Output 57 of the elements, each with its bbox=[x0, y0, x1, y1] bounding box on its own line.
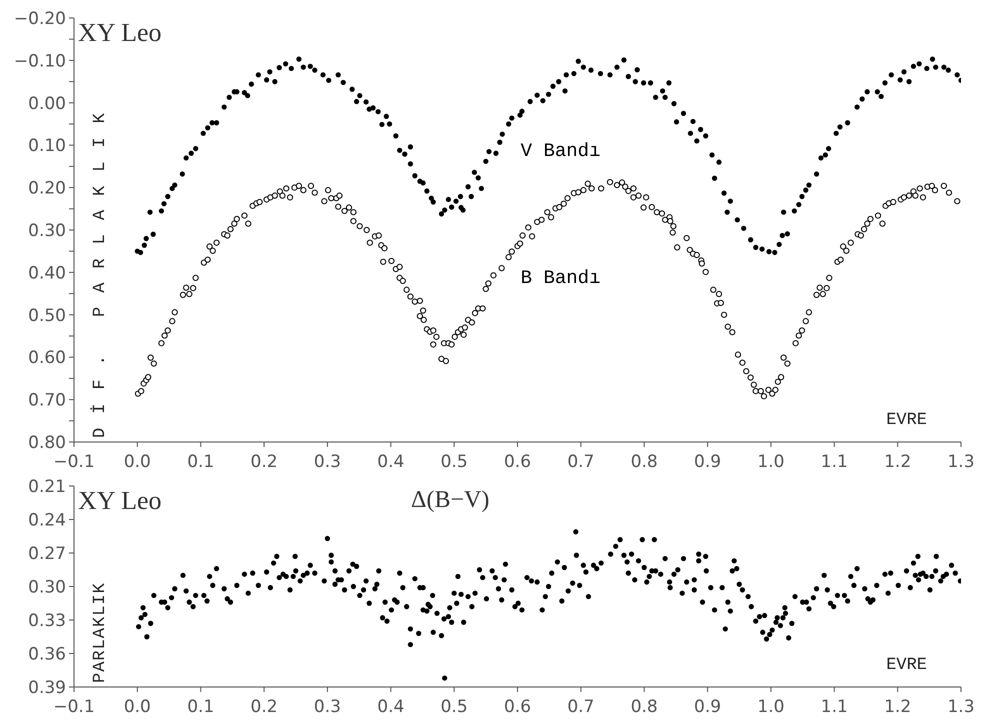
x-tick-label: 0.1 bbox=[187, 697, 214, 718]
x-tick-label: 0.0 bbox=[124, 697, 151, 718]
y-tick-label: 0.30 bbox=[28, 221, 66, 242]
x-tick-label: 0.8 bbox=[630, 452, 658, 472]
x-tick-label: 0.9 bbox=[694, 697, 722, 718]
y-tick-label: 0.27 bbox=[28, 544, 66, 564]
y-tick-label: 0.24 bbox=[28, 510, 66, 531]
x-tick-label: 1.0 bbox=[757, 452, 784, 472]
x-tick-label: 0.7 bbox=[567, 452, 594, 472]
y-tick-label: 0.50 bbox=[28, 306, 66, 326]
y-tick-label: 0.21 bbox=[28, 477, 66, 498]
x-axis-title: EVRE bbox=[886, 656, 927, 675]
y-tick-label: 0.30 bbox=[28, 578, 66, 598]
x-tick-label: 0.5 bbox=[440, 452, 468, 472]
y-tick-label: 0.80 bbox=[28, 433, 66, 454]
x-tick-label: 1.3 bbox=[947, 452, 975, 472]
y-tick-label: 0.00 bbox=[28, 94, 66, 114]
y-tick-label: −0.20 bbox=[14, 9, 66, 30]
x-tick-label: 0.6 bbox=[504, 452, 532, 472]
x-tick-label: 1.1 bbox=[820, 452, 848, 472]
y-axis-title: PARLAKLIK bbox=[91, 582, 110, 683]
y-tick-label: 0.33 bbox=[28, 611, 66, 632]
y-tick-label: 0.10 bbox=[28, 136, 66, 156]
x-tick-label: 1.2 bbox=[884, 452, 912, 472]
y-tick-label: 0.36 bbox=[28, 644, 66, 665]
x-tick-label: 1.0 bbox=[757, 697, 784, 718]
x-tick-label: 1.2 bbox=[884, 697, 912, 718]
x-tick-label: 0.2 bbox=[250, 452, 278, 472]
y-tick-label: −0.10 bbox=[14, 51, 66, 72]
y-tick-label: 0.39 bbox=[28, 678, 66, 698]
chart-title: XY Leo bbox=[78, 18, 162, 47]
x-tick-label: 0.9 bbox=[694, 452, 722, 472]
x-tick-label: 0.1 bbox=[187, 452, 214, 472]
y-tick-label: 0.60 bbox=[28, 348, 66, 368]
x-tick-label: 1.3 bbox=[947, 697, 975, 718]
x-tick-label: 0.4 bbox=[377, 697, 404, 718]
chart-title: XY Leo bbox=[78, 486, 162, 515]
x-tick-label: 0.6 bbox=[504, 697, 532, 718]
y-tick-label: 0.20 bbox=[28, 178, 66, 199]
x-tick-label: 0.8 bbox=[630, 697, 658, 718]
x-tick-label: 0.4 bbox=[377, 452, 404, 472]
x-tick-label: 0.5 bbox=[440, 697, 468, 718]
x-tick-label: 0.0 bbox=[124, 452, 151, 472]
x-axis-title: EVRE bbox=[886, 411, 927, 430]
x-tick-label: 0.7 bbox=[567, 697, 594, 718]
x-tick-label: −0.1 bbox=[53, 697, 95, 718]
x-tick-label: 0.2 bbox=[250, 697, 278, 718]
y-tick-label: 0.70 bbox=[28, 390, 66, 411]
x-tick-label: −0.1 bbox=[53, 452, 95, 472]
x-tick-label: 0.3 bbox=[314, 697, 341, 718]
y-axis-title: DİF. PARLAKLIK bbox=[91, 99, 110, 438]
x-tick-label: 0.3 bbox=[314, 452, 341, 472]
x-tick-label: 1.1 bbox=[820, 697, 848, 718]
y-tick-label: 0.40 bbox=[28, 263, 66, 284]
chart-subtitle: Δ(B−V) bbox=[411, 487, 490, 513]
series-label: B Bandı bbox=[520, 266, 600, 289]
series-label: V Bandı bbox=[520, 140, 600, 162]
